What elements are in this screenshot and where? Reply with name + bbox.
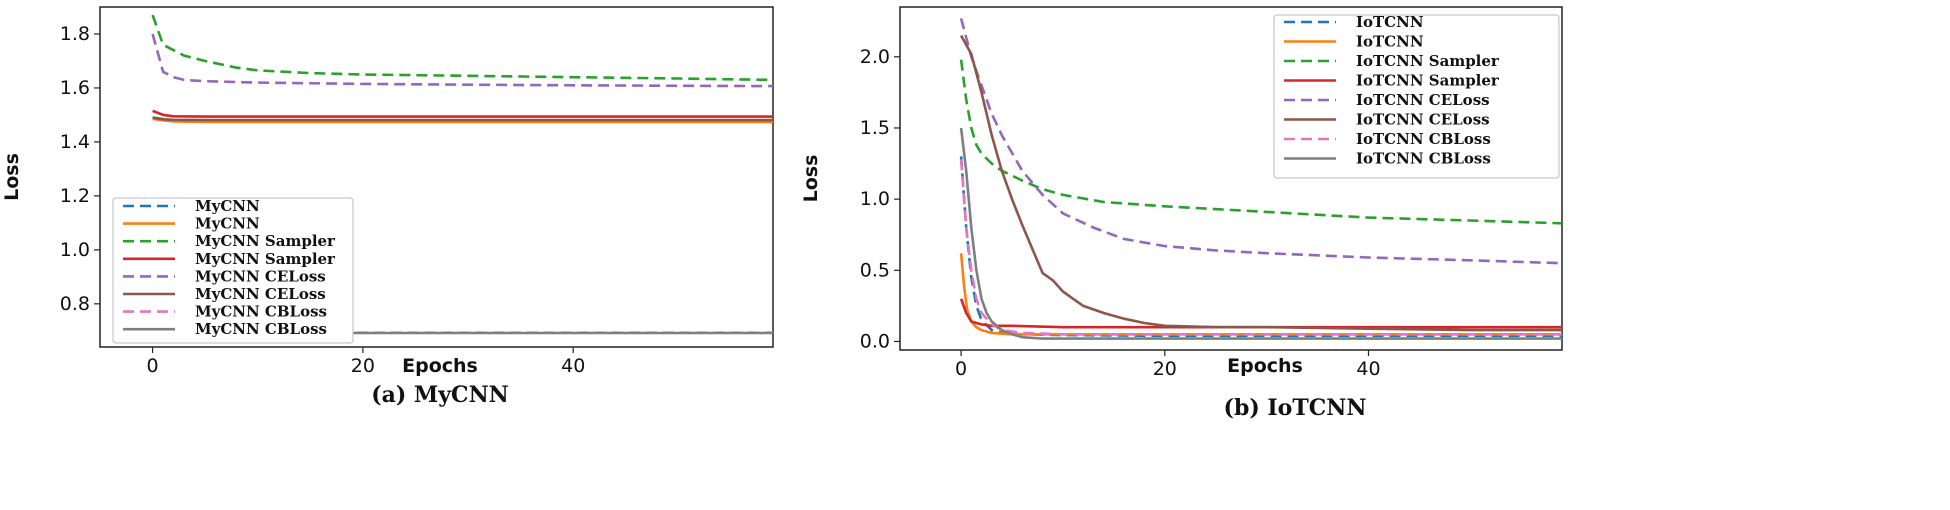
panel-b-legend-label-5: IoTCNN CELoss	[1356, 111, 1490, 129]
panel-b-ytick-label: 0.0	[860, 330, 890, 352]
panel-b-series-line-5	[959, 34, 1562, 332]
panel-a-ytick-label: 1.6	[60, 77, 90, 99]
panel-b-series-line-2	[959, 59, 1562, 225]
panel-a-legend-label-1: MyCNN	[195, 215, 260, 233]
panel-a-legend-label-4: MyCNN CELoss	[195, 267, 326, 285]
panel-a-xlabel: Epochs	[402, 355, 478, 377]
panel-b-legend-label-4: IoTCNN CELoss	[1356, 91, 1490, 109]
panel-b-series-line-1	[959, 253, 1562, 336]
panel-a-xtick-label: 0	[147, 355, 159, 377]
panel-b-ytick-label: 1.5	[860, 117, 890, 139]
panel-b-series-line-7	[959, 127, 1562, 340]
panel-a-xtick-label: 20	[351, 355, 375, 377]
panel-a-legend-label-5: MyCNN CELoss	[195, 285, 326, 303]
panel-a-legend-label-3: MyCNN Sampler	[195, 250, 336, 268]
panel-a-series-line-2	[151, 14, 773, 82]
panel-a-ytick-label: 1.8	[60, 23, 90, 45]
panel-a-ytick-label: 1.0	[60, 239, 90, 261]
panel-b-legend-label-0: IoTCNN	[1356, 13, 1424, 31]
panel-b-axes-frame	[899, 6, 1563, 351]
panel-b-ytick-label: 1.0	[860, 188, 890, 210]
panel-a-caption: (a) MyCNN	[371, 382, 509, 408]
panel-b-xlabel: Epochs	[1227, 355, 1303, 377]
panel-b-legend-label-3: IoTCNN Sampler	[1356, 72, 1500, 90]
panel-a-series-line-3	[152, 109, 773, 118]
panel-b-series-line-4	[959, 18, 1562, 265]
panel-b-series-line-3	[959, 298, 1562, 329]
panel-b-ylabel: Loss	[800, 155, 822, 203]
panel-b-xtick-label: 0	[955, 358, 967, 380]
panel-a-ytick-label: 1.4	[60, 131, 90, 153]
panel-a-series-line-4	[151, 33, 773, 88]
panel-b-caption: (b) IoTCNN	[1224, 395, 1367, 421]
panel-b-series-group	[959, 18, 1562, 340]
panel-a-legend-box	[112, 197, 354, 344]
panel-b: 0.00.51.01.52.00 20 40LossEpochsIoTCNNIoTC…	[800, 6, 1563, 421]
panel-b-xtick-label: 20	[1153, 358, 1177, 380]
panel-a-legend-label-2: MyCNN Sampler	[195, 232, 336, 250]
panel-a-series-line-5	[152, 116, 773, 122]
panel-b-series-line-6	[959, 159, 1562, 336]
panel-b-series-line-0	[959, 156, 1562, 338]
panel-b-legend-label-2: IoTCNN Sampler	[1356, 52, 1500, 70]
panel-a-ytick-label: 1.2	[60, 185, 90, 207]
panel-b-ytick-label: 2.0	[860, 46, 890, 68]
panel-a: 0.81.01.21.41.61.80 20 40LossEpochsMyCNNMy…	[1, 6, 774, 408]
panel-a-legend-label-0: MyCNN	[195, 197, 260, 215]
panel-a-xtick-label: 40	[561, 355, 585, 377]
panel-b-legend-label-6: IoTCNN CBLoss	[1356, 130, 1491, 148]
panel-a-legend-label-7: MyCNN CBLoss	[195, 320, 327, 338]
panel-a-legend-label-6: MyCNN CBLoss	[195, 303, 327, 321]
panel-a-ytick-label: 0.8	[60, 293, 90, 315]
panel-b-legend-box	[1273, 14, 1560, 179]
panel-b-legend-label-7: IoTCNN CBLoss	[1356, 150, 1491, 168]
panel-b-ytick-label: 0.5	[860, 259, 890, 281]
panel-b-legend-label-1: IoTCNN	[1356, 33, 1424, 51]
panel-a-ylabel: Loss	[1, 153, 23, 201]
panel-a-axes-frame	[99, 6, 774, 348]
panel-b-xtick-label: 40	[1356, 358, 1380, 380]
